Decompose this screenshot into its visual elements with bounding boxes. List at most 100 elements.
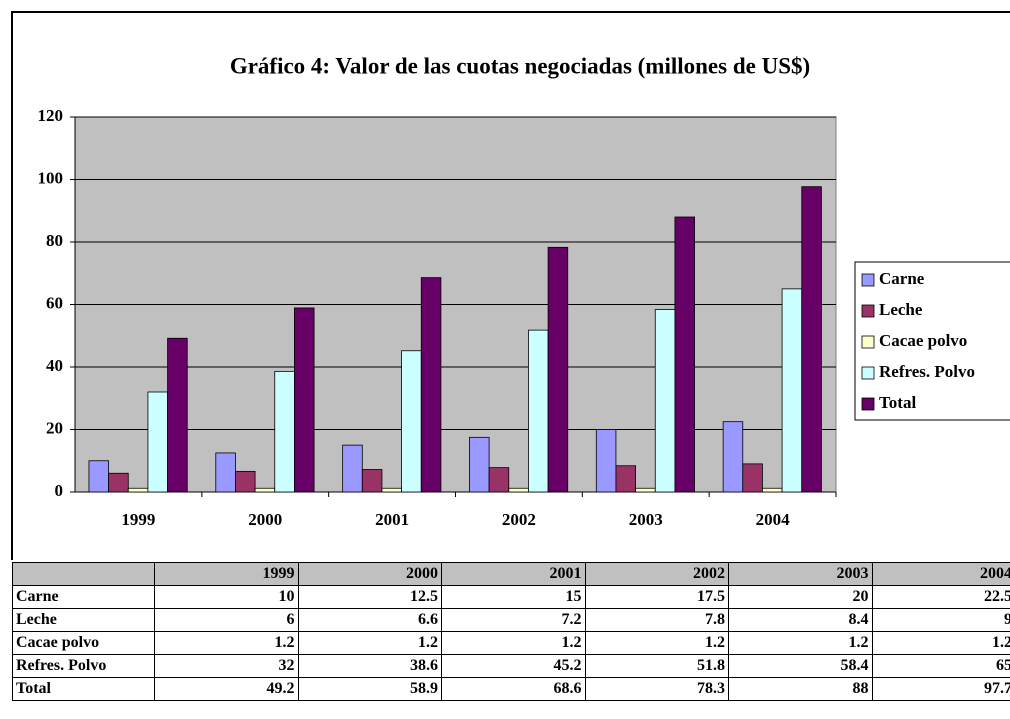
table-cell: 78.3 bbox=[584, 677, 729, 701]
y-tick-label: 120 bbox=[38, 106, 64, 125]
bar bbox=[88, 460, 110, 493]
legend-label: Carne bbox=[879, 269, 925, 288]
table-cell: 15 bbox=[441, 585, 586, 609]
bar bbox=[742, 463, 763, 493]
table-cell: Carne bbox=[12, 585, 155, 609]
bar bbox=[381, 487, 402, 493]
bar bbox=[615, 465, 637, 493]
table-cell: 2003 bbox=[728, 562, 873, 586]
y-tick-label: 60 bbox=[46, 293, 63, 312]
table-cell: 2002 bbox=[584, 562, 729, 586]
table-cell: 58.4 bbox=[728, 654, 873, 678]
chart: Gráfico 4: Valor de las cuotas negociada… bbox=[11, 11, 1010, 560]
table-cell: 8.4 bbox=[728, 608, 873, 632]
table-cell: 9 bbox=[871, 608, 1010, 632]
legend-swatch bbox=[861, 397, 875, 411]
bar bbox=[147, 391, 168, 493]
x-tick-label: 2004 bbox=[756, 510, 791, 529]
bar bbox=[635, 487, 656, 493]
bar bbox=[528, 329, 549, 493]
table-cell: 2004 bbox=[871, 562, 1010, 586]
bar bbox=[595, 429, 617, 493]
bar bbox=[167, 337, 188, 493]
table-cell: 32 bbox=[154, 654, 299, 678]
table-cell: Refres. Polvo bbox=[12, 654, 155, 678]
x-tick-label: 2002 bbox=[502, 510, 536, 529]
x-tick-label: 2001 bbox=[375, 510, 409, 529]
bar bbox=[654, 309, 676, 493]
bar bbox=[235, 470, 256, 493]
legend-swatch bbox=[861, 366, 875, 380]
y-tick-label: 100 bbox=[38, 168, 64, 187]
bar bbox=[781, 288, 803, 493]
table-cell: 6 bbox=[154, 608, 299, 632]
table-cell: 1.2 bbox=[584, 631, 729, 655]
table-cell: 45.2 bbox=[441, 654, 586, 678]
table-cell: 58.9 bbox=[297, 677, 442, 701]
bar bbox=[547, 246, 569, 493]
table-cell: Leche bbox=[12, 608, 155, 632]
bar bbox=[762, 487, 783, 493]
bar bbox=[401, 350, 422, 493]
bar bbox=[254, 487, 276, 493]
bar bbox=[674, 216, 695, 493]
table-cell: 20 bbox=[728, 585, 873, 609]
table-cell: 97.7 bbox=[871, 677, 1010, 701]
table-cell: 22.5 bbox=[871, 585, 1010, 609]
table-cell: 1.2 bbox=[154, 631, 299, 655]
y-tick-label: 80 bbox=[46, 231, 63, 250]
y-tick-label: 20 bbox=[46, 418, 63, 437]
legend bbox=[854, 261, 1010, 421]
table-cell: 1.2 bbox=[441, 631, 586, 655]
table-cell: 7.8 bbox=[584, 608, 729, 632]
x-tick-label: 2003 bbox=[629, 510, 663, 529]
bar bbox=[127, 487, 149, 493]
y-tick-label: 40 bbox=[46, 356, 63, 375]
table-cell: Cacae polvo bbox=[12, 631, 155, 655]
legend-swatch bbox=[861, 304, 875, 318]
table-cell: 49.2 bbox=[154, 677, 299, 701]
legend-label: Total bbox=[879, 393, 916, 412]
table-cell: 1.2 bbox=[871, 631, 1010, 655]
table-cell bbox=[12, 562, 155, 586]
bar bbox=[722, 421, 744, 493]
legend-label: Refres. Polvo bbox=[879, 362, 975, 381]
table-cell: 68.6 bbox=[441, 677, 586, 701]
bar bbox=[361, 469, 383, 493]
bar bbox=[342, 444, 363, 493]
table-cell: 1.2 bbox=[728, 631, 873, 655]
table-cell: 6.6 bbox=[297, 608, 442, 632]
table-cell: 2001 bbox=[441, 562, 586, 586]
table-cell: 65 bbox=[871, 654, 1010, 678]
bar bbox=[274, 370, 295, 493]
table-cell: 7.2 bbox=[441, 608, 586, 632]
table-row: Total 49.2 58.9 68.6 78.3 88 97.7 bbox=[12, 677, 1010, 701]
bar bbox=[508, 487, 529, 493]
chart-title: Gráfico 4: Valor de las cuotas negociada… bbox=[230, 53, 810, 78]
table-cell: 1999 bbox=[154, 562, 299, 586]
x-tick-label: 1999 bbox=[121, 510, 155, 529]
legend-label: Cacae polvo bbox=[879, 331, 967, 350]
table-cell: Total bbox=[12, 677, 155, 701]
table-row: Cacae polvo 1.2 1.2 1.2 1.2 1.2 1.2 bbox=[12, 631, 1010, 655]
x-tick-label: 2000 bbox=[248, 510, 282, 529]
table-row: 1999 2000 2001 2002 2003 2004 bbox=[12, 562, 1010, 586]
data-table: 1999 2000 2001 2002 2003 2004 Carne 10 12.5 15 17.… bbox=[12, 562, 1010, 701]
bar bbox=[294, 307, 315, 493]
bar bbox=[108, 472, 129, 493]
bar bbox=[469, 436, 490, 493]
bar bbox=[215, 452, 236, 493]
y-tick-label: 0 bbox=[55, 481, 64, 500]
legend-swatch bbox=[861, 335, 875, 349]
bar bbox=[420, 277, 442, 493]
legend-label: Leche bbox=[879, 300, 923, 319]
legend-swatch bbox=[861, 273, 875, 287]
bar bbox=[488, 467, 510, 493]
bar bbox=[801, 186, 822, 493]
table-cell: 51.8 bbox=[584, 654, 729, 678]
table-cell: 38.6 bbox=[297, 654, 442, 678]
table-cell: 10 bbox=[154, 585, 299, 609]
